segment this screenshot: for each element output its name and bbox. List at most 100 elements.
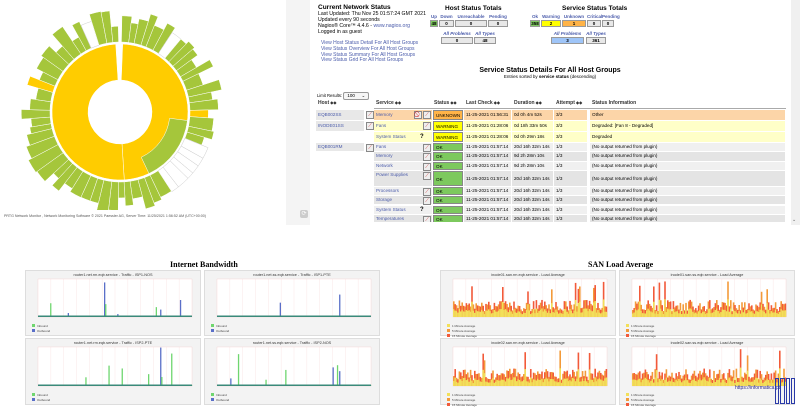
table-row[interactable]: System Status? OK 11-25-2021 01:57:14 20d 1…: [316, 205, 786, 214]
graph-panel[interactable]: router1.net.ss.eqb.service - Traffic - I…: [204, 338, 380, 405]
table-row[interactable]: Storage ⟋ OK 11-25-2021 01:57:14 20d 16h 32m…: [316, 196, 786, 206]
sunburst-map[interactable]: [0, 0, 286, 216]
totals-subheader[interactable]: All Types: [475, 31, 495, 36]
service-link[interactable]: Power Supplies: [374, 170, 414, 186]
link-status-grid[interactable]: View Status Grid For All Host Groups: [321, 57, 404, 64]
service-link[interactable]: Memory: [374, 152, 414, 161]
service-graph-icon[interactable]: ⟋: [423, 171, 431, 180]
graph-panel[interactable]: router1.net.ss.eqb.service - Traffic - I…: [204, 270, 380, 336]
table-row[interactable]: Memory ⟋ OK 11-25-2021 01:57:14 9d 2h 28m 10…: [316, 152, 786, 162]
table-row[interactable]: INODE01SS ⟋ Fans ⟋ WARNING 11-25-2021 01:28:0…: [316, 121, 786, 131]
totals-count[interactable]: 1: [562, 20, 586, 27]
nagios-link[interactable]: www.nagios.org: [373, 23, 411, 29]
totals-count[interactable]: 0: [587, 20, 601, 27]
service-graph-icon[interactable]: ⟋: [423, 111, 431, 119]
host-link[interactable]: INODE01SS: [316, 121, 364, 131]
refresh-icon[interactable]: ⟳: [300, 210, 308, 218]
table-row[interactable]: Processors ⟋ OK 11-25-2021 01:57:14 20d 16h …: [316, 186, 786, 196]
totals-header[interactable]: Pending: [489, 14, 507, 19]
unknown-help-icon[interactable]: ?: [420, 206, 424, 213]
host-graph-icon[interactable]: ⟋: [366, 144, 374, 152]
totals-header[interactable]: Unknown: [563, 14, 585, 19]
graph-panel[interactable]: inode01.san.rm.eqb.service - Load Averag…: [440, 270, 616, 337]
totals-subheader[interactable]: All Types: [586, 31, 606, 36]
totals-count[interactable]: 358: [530, 20, 540, 27]
totals-count[interactable]: 2: [541, 20, 561, 27]
service-graph-icon[interactable]: ⟋: [423, 197, 431, 206]
host-link[interactable]: EQB002SS: [316, 110, 364, 120]
table-row[interactable]: Power Supplies ⟋ OK 11-25-2021 01:57:14 20d …: [316, 170, 786, 186]
totals-header[interactable]: Warning: [542, 14, 560, 19]
column-header[interactable]: Service ◆◆: [376, 100, 401, 106]
sort-arrows-icon[interactable]: ◆◆: [393, 100, 402, 105]
table-row[interactable]: Network ⟋ OK 11-25-2021 01:57:14 9d 2h 28m 1…: [316, 161, 786, 171]
table-row[interactable]: EQB001RM ⟋ Fans ⟋ OK 11-25-2021 01:57:14 20d 1…: [316, 143, 786, 152]
link-status-overview[interactable]: View Status Overview For All Host Groups: [321, 45, 415, 52]
graph-panel[interactable]: inode02.san.ss.eqb.service - Load Averag…: [619, 338, 795, 406]
totals-header[interactable]: Ok: [531, 14, 538, 19]
service-graph-icon[interactable]: ⟋: [423, 144, 431, 152]
column-header[interactable]: Duration ◆◆: [514, 100, 542, 106]
sunburst-node[interactable]: [111, 26, 119, 43]
sort-arrows-icon[interactable]: ◆◆: [329, 100, 337, 105]
service-graph-icon[interactable]: ⟋: [423, 122, 431, 130]
notifications-disabled-icon[interactable]: ⃠: [414, 111, 422, 119]
totals-subcount[interactable]: 361: [586, 37, 606, 44]
totals-header[interactable]: Down: [440, 14, 453, 19]
totals-count[interactable]: 0: [439, 20, 454, 27]
host-graph-icon[interactable]: ⟋: [366, 111, 374, 119]
column-header[interactable]: Attempt ◆◆: [556, 100, 582, 106]
service-link[interactable]: Memory: [374, 110, 414, 120]
sunburst-group[interactable]: [51, 43, 125, 181]
limit-select[interactable]: 100 ⌄: [343, 92, 370, 100]
totals-subcount[interactable]: 48: [474, 37, 496, 44]
sort-arrows-icon[interactable]: ◆◆: [449, 100, 457, 105]
service-link[interactable]: System Status: [374, 132, 414, 142]
host-graph-icon[interactable]: ⟋: [366, 122, 374, 130]
totals-count[interactable]: 48: [430, 20, 438, 27]
scrollbar[interactable]: ⌄: [791, 0, 800, 225]
table-row[interactable]: System Status? WARNING 11-25-2021 01:28:06…: [316, 132, 786, 142]
totals-subheader[interactable]: All Problems: [553, 31, 582, 36]
service-graph-icon[interactable]: ⟋: [423, 153, 431, 162]
graph-panel[interactable]: inode01.san.ss.eqb.service - Load Averag…: [619, 270, 795, 337]
service-link[interactable]: Fans: [374, 143, 414, 152]
totals-header[interactable]: Critical: [587, 14, 603, 19]
scroll-down-icon[interactable]: ⌄: [792, 217, 797, 223]
totals-header[interactable]: Up: [431, 14, 437, 19]
service-link[interactable]: Temperatures: [374, 214, 414, 222]
totals-subcount[interactable]: 0: [441, 37, 473, 44]
graph-panel[interactable]: router1.net.rm.eqb.service - Traffic - I…: [25, 338, 201, 405]
column-header[interactable]: Status ◆◆: [434, 100, 457, 106]
sunburst-group[interactable]: [140, 117, 188, 174]
service-link[interactable]: Network: [374, 161, 414, 170]
column-header[interactable]: Last Check ◆◆: [466, 100, 500, 106]
sort-arrows-icon[interactable]: ◆◆: [492, 100, 500, 105]
graph-panel[interactable]: inode02.san.rm.eqb.service - Load Averag…: [440, 338, 616, 406]
totals-count[interactable]: 0: [455, 20, 487, 27]
link-status-summary[interactable]: View Status Summary For All Host Groups: [321, 51, 416, 58]
unknown-help-icon[interactable]: ?: [420, 134, 424, 140]
table-row[interactable]: Temperatures ⟋ OK 11-25-2021 01:57:14 20d 16…: [316, 214, 786, 222]
service-graph-icon[interactable]: ⟋: [423, 162, 431, 171]
totals-count[interactable]: 0: [488, 20, 508, 27]
column-header[interactable]: Host ◆◆: [318, 100, 336, 106]
sunburst-node[interactable]: [118, 181, 126, 199]
totals-subcount[interactable]: 3: [551, 37, 584, 44]
host-link[interactable]: EQB001RM: [316, 143, 364, 152]
service-link[interactable]: Storage: [374, 196, 414, 205]
service-graph-icon[interactable]: ⟋: [423, 215, 431, 222]
service-link[interactable]: System Status: [374, 205, 414, 214]
totals-count[interactable]: 0: [602, 20, 614, 27]
service-link[interactable]: Processors: [374, 186, 414, 196]
sort-arrows-icon[interactable]: ◆◆: [574, 100, 583, 105]
column-header[interactable]: Status Information: [592, 100, 636, 106]
sort-arrows-icon[interactable]: ◆◆: [534, 100, 542, 105]
totals-subheader[interactable]: All Problems: [443, 31, 471, 36]
link-host-detail[interactable]: View Host Status Detail For All Host Gro…: [321, 40, 419, 46]
totals-header[interactable]: Unreachable: [457, 14, 485, 19]
graph-panel[interactable]: router1.net.rm.eqb.service - Traffic - I…: [25, 270, 201, 336]
service-link[interactable]: Fans: [374, 121, 414, 131]
service-graph-icon[interactable]: ⟋: [423, 187, 431, 196]
